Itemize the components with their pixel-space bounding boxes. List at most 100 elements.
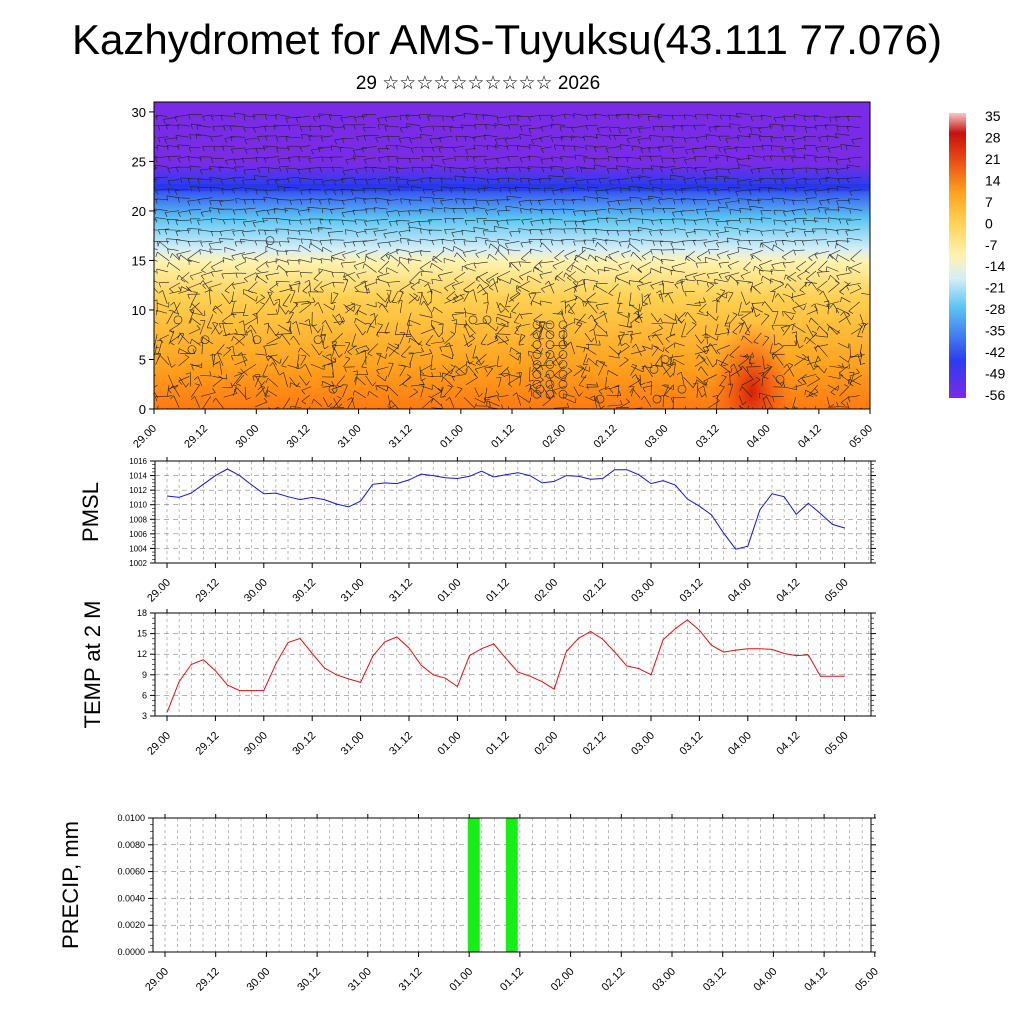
- wind-barb-flag: [829, 254, 834, 259]
- wind-barb-flag: [738, 230, 741, 236]
- wind-barb-flag: [474, 403, 477, 408]
- wind-barb: [216, 344, 225, 353]
- wind-barb: [681, 278, 696, 282]
- wind-barb-flag: [715, 176, 718, 182]
- y-tick-label: 20: [132, 204, 146, 219]
- wind-barb: [275, 113, 290, 118]
- wind-barb-flag: [573, 259, 579, 263]
- wind-barb: [588, 357, 599, 367]
- wind-barb-flag: [215, 361, 220, 364]
- wind-barb-flag: [715, 154, 718, 160]
- wind-barb: [608, 114, 621, 116]
- wind-barb: [281, 334, 291, 346]
- wind-barb: [154, 125, 158, 127]
- wind-barb: [465, 377, 478, 386]
- wind-barb-flag: [343, 272, 346, 278]
- wind-barb-flag: [717, 207, 720, 213]
- wind-barb: [375, 135, 389, 139]
- wind-barb-flag: [605, 388, 611, 390]
- wind-barb-flag: [184, 354, 190, 358]
- wind-barb: [353, 147, 367, 151]
- wind-barb: [253, 175, 268, 178]
- wind-barb-flag: [312, 179, 316, 185]
- wind-barb-flag: [704, 177, 707, 183]
- wind-barb-flag: [445, 397, 450, 401]
- wind-barb-flag: [660, 318, 663, 324]
- wind-barb-flag: [155, 217, 157, 223]
- wind-barb: [570, 135, 585, 139]
- wind-barb: [808, 384, 818, 396]
- wind-barb: [212, 375, 227, 380]
- wind-barb-flag: [595, 360, 598, 366]
- wind-barb: [244, 137, 257, 140]
- wind-barb: [714, 188, 728, 191]
- wind-barb-flag: [803, 190, 807, 196]
- wind-barb: [846, 219, 862, 221]
- wind-barb: [320, 258, 333, 261]
- wind-barb: [390, 400, 399, 409]
- wind-barb-flag: [442, 246, 444, 253]
- wind-barb-flag: [265, 356, 269, 362]
- wind-barb-flag: [752, 352, 754, 358]
- wind-barb: [752, 254, 762, 262]
- wind-barb-flag: [813, 217, 816, 223]
- wind-barb: [686, 255, 696, 263]
- wind-barb-flag: [279, 358, 282, 364]
- wind-barb: [496, 270, 511, 278]
- wind-barb: [497, 324, 506, 334]
- wind-barb-flag: [167, 389, 172, 394]
- wind-barb: [158, 228, 170, 231]
- wind-barb-flag: [680, 125, 683, 131]
- wind-barb-flag: [419, 268, 425, 272]
- wind-barb: [295, 115, 311, 119]
- wind-barb-flag: [825, 176, 827, 183]
- wind-barb-flag: [640, 239, 643, 245]
- wind-barb: [573, 249, 586, 260]
- wind-barb: [495, 333, 511, 335]
- wind-barb: [819, 325, 829, 335]
- wind-barb: [696, 376, 707, 386]
- wind-barb: [737, 240, 750, 242]
- wind-barb-flag: [300, 199, 303, 205]
- wind-barb: [496, 301, 502, 313]
- wind-barb: [440, 198, 453, 202]
- wind-barb: [355, 318, 367, 325]
- wind-barb-flag: [208, 243, 212, 249]
- wind-barb: [505, 293, 510, 307]
- wind-barb-flag: [275, 331, 280, 336]
- wind-barb-flag: [254, 275, 257, 281]
- wind-barb-flag: [364, 256, 367, 262]
- wind-barb-flag: [285, 250, 288, 256]
- wind-barb: [283, 372, 288, 387]
- wind-barb-flag: [201, 275, 205, 280]
- wind-barb-flag: [263, 397, 268, 403]
- x-tick-label: 02.00: [532, 730, 560, 758]
- wind-barb-flag: [838, 218, 842, 224]
- wind-barb-flag: [640, 209, 644, 215]
- wind-barb: [234, 359, 248, 366]
- wind-barb-flag: [840, 311, 845, 316]
- wind-barb: [770, 269, 786, 272]
- wind-barb-flag: [219, 330, 223, 335]
- wind-barb-flag: [197, 187, 200, 193]
- wind-barb-flag: [421, 156, 424, 162]
- wind-barb-flag: [441, 387, 444, 393]
- wind-barb-flag: [762, 156, 765, 161]
- wind-barb-flag: [252, 375, 255, 381]
- cross-section-plot: [154, 102, 870, 409]
- wind-barb-flag: [177, 144, 180, 150]
- wind-barb-flag: [364, 166, 367, 172]
- series-line: [166, 468, 845, 550]
- wind-barb-flag: [835, 159, 839, 165]
- wind-barb: [806, 324, 814, 338]
- wind-barb: [278, 304, 286, 315]
- wind-barb-flag: [319, 167, 322, 173]
- wind-barb-flag: [486, 145, 489, 151]
- wind-barb: [438, 271, 453, 276]
- wind-barb: [454, 319, 457, 334]
- wind-barb: [463, 291, 470, 302]
- wind-barb: [287, 229, 299, 232]
- wind-barb-flag: [546, 396, 551, 400]
- wind-barb: [418, 220, 432, 222]
- wind-barb-flag: [169, 395, 175, 400]
